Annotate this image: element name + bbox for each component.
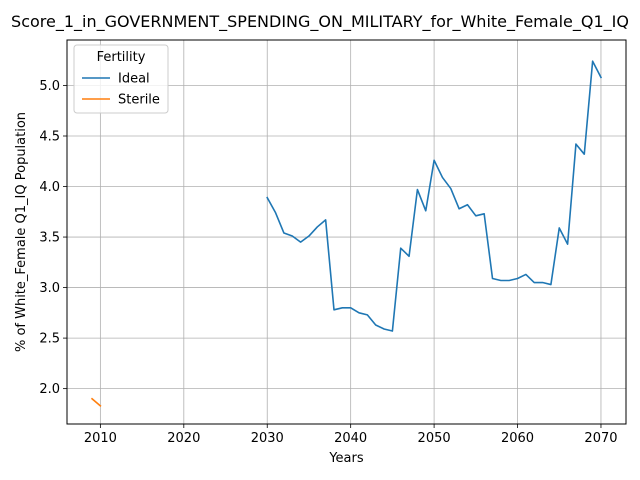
y-tick-label: 2.5: [39, 332, 60, 347]
grid: [67, 40, 626, 424]
legend: Fertility Ideal Sterile: [73, 44, 169, 114]
y-tick-label: 5.0: [39, 79, 60, 94]
x-tick-label: 2030: [251, 431, 284, 446]
series-lines: [90, 60, 603, 407]
axis-ticks: 2010 2020 2030 2040 2050 2060 2070 2.0 2.5 3.0 3.5…: [39, 79, 617, 446]
x-tick-label: 2060: [501, 431, 534, 446]
legend-entries: Ideal Sterile: [82, 72, 160, 108]
legend-label-ideal: Ideal: [118, 72, 150, 87]
x-tick-label: 2040: [334, 431, 367, 446]
x-tick-label: 2020: [167, 431, 200, 446]
legend-box: [73, 44, 169, 114]
y-tick-label: 2.0: [39, 382, 60, 397]
x-tick-label: 2050: [418, 431, 451, 446]
y-tick-label: 4.5: [39, 130, 60, 145]
plot-frame: [66, 39, 627, 425]
legend-label-sterile: Sterile: [118, 93, 160, 108]
y-axis-label: % of White_Female Q1_IQ Population: [14, 112, 29, 352]
series-line-sterile: [90, 397, 102, 407]
y-tick-label: 3.0: [39, 281, 60, 296]
x-tick-label: 2010: [84, 431, 117, 446]
legend-title: Fertility: [97, 50, 146, 65]
y-tick-label: 3.5: [39, 231, 60, 246]
series-line-ideal: [266, 60, 603, 332]
x-axis-label: Years: [328, 451, 364, 466]
y-tick-label: 4.0: [39, 180, 60, 195]
x-tick-label: 2070: [584, 431, 617, 446]
chart-title: Score_1_in_GOVERNMENT_SPENDING_ON_MILITA…: [11, 12, 629, 32]
